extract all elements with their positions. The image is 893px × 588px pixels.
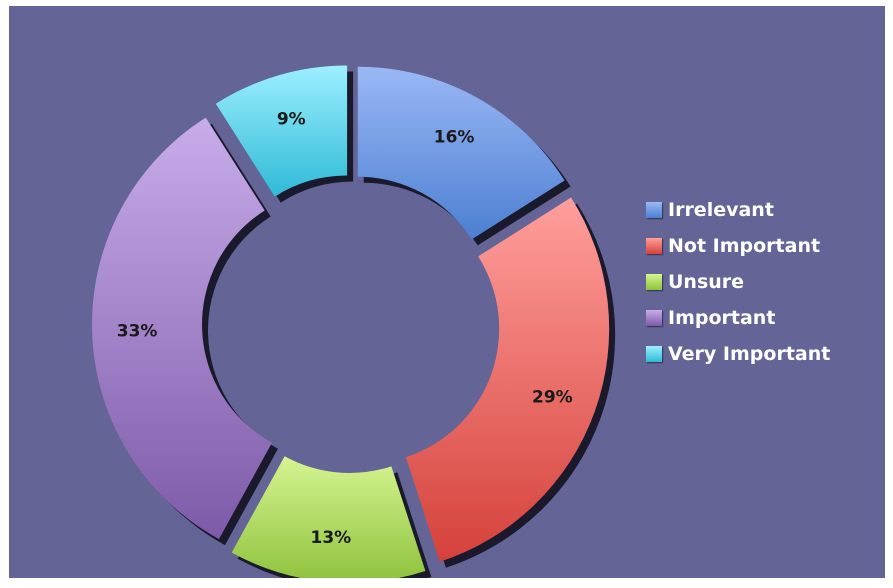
legend-swatch <box>646 238 662 254</box>
slice-label: 13% <box>311 528 352 548</box>
legend-swatch <box>646 202 662 218</box>
legend: Irrelevant Not Important Unsure Importan… <box>646 192 830 372</box>
legend-label: Irrelevant <box>668 199 774 221</box>
legend-item-important: Important <box>646 300 830 336</box>
slice-irrelevant <box>357 66 565 240</box>
legend-label: Unsure <box>668 271 745 293</box>
slice-not-important <box>405 197 610 562</box>
slice-important <box>92 117 272 540</box>
slice-unsure <box>231 456 426 578</box>
legend-label: Important <box>668 307 776 329</box>
donut-chart: 16% 29% 13% 33% 9% <box>92 65 616 578</box>
slice-label: 33% <box>117 322 158 342</box>
chart-area: 16% 29% 13% 33% 9% Irrelevant Not Important … <box>9 6 885 578</box>
slice-label: 16% <box>434 127 475 147</box>
legend-swatch <box>646 346 662 362</box>
legend-item-very-important: Very Important <box>646 336 830 372</box>
slice-label: 29% <box>532 387 573 407</box>
legend-swatch <box>646 310 662 326</box>
slice-very-important <box>215 65 348 197</box>
legend-label: Very Important <box>668 343 831 365</box>
legend-item-irrelevant: Irrelevant <box>646 192 830 228</box>
legend-item-unsure: Unsure <box>646 264 830 300</box>
legend-item-not-important: Not Important <box>646 228 830 264</box>
slice-label: 9% <box>277 109 306 129</box>
legend-swatch <box>646 274 662 290</box>
legend-label: Not Important <box>668 235 821 257</box>
